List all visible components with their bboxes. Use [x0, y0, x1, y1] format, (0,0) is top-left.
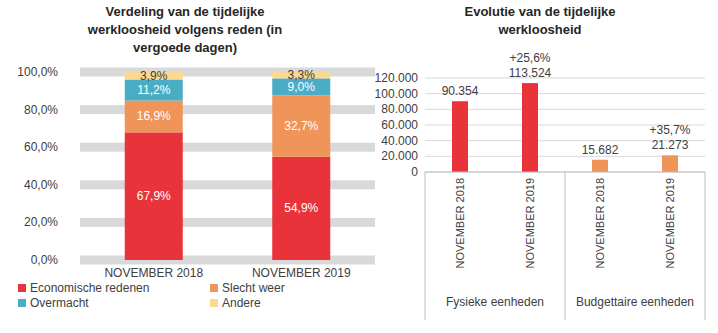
data-label: 67,9%: [137, 189, 171, 203]
data-label: 15.682: [582, 143, 619, 157]
x-tick-label: NOVEMBER 2019: [252, 266, 351, 280]
y-tick-label: 20,0%: [24, 215, 58, 229]
legend-marker: [18, 299, 26, 307]
grid-band: [80, 143, 375, 152]
bar: [662, 155, 678, 172]
grid-band: [80, 68, 375, 77]
data-label: 32,7%: [284, 119, 318, 133]
bars: [125, 72, 331, 260]
x-tick-label: NOVEMBER 2018: [594, 178, 606, 268]
y-tick-label: 60.000: [381, 118, 418, 132]
group-label: Fysieke eenheden: [446, 295, 544, 309]
legend-label: Slecht weer: [222, 281, 285, 295]
group-label: Budgettaire eenheden: [576, 295, 694, 309]
y-tick-label: 20.000: [381, 149, 418, 163]
y-tick-label: 60,0%: [24, 140, 58, 154]
grid-line: [425, 78, 705, 79]
bar: [452, 101, 468, 172]
title-line: werkloosheid: [497, 22, 581, 37]
y-tick-label: 100.000: [375, 87, 419, 101]
grid-band: [80, 256, 375, 265]
legend-marker: [210, 284, 218, 292]
chart-title: Verdeling van de tijdelijke werkloosheid …: [87, 4, 282, 55]
y-tick-label: 0,0%: [31, 253, 59, 267]
y-tick-label: 80.000: [381, 102, 418, 116]
y-tick-label: 120.000: [375, 71, 419, 85]
x-tick-label: NOVEMBER 2018: [454, 178, 466, 268]
group-separator: [705, 172, 706, 320]
legend-marker: [210, 299, 218, 307]
bar: [522, 83, 538, 172]
bar-segment: [272, 95, 330, 156]
data-label: 90.354: [442, 84, 479, 98]
title-line: werkloosheid volgens reden (in: [87, 22, 282, 37]
x-tick-label: NOVEMBER 2019: [524, 178, 536, 268]
bar-segment: [125, 101, 183, 133]
grid-band: [80, 218, 375, 227]
chart-canvas: Verdeling van de tijdelijke werkloosheid …: [0, 0, 718, 333]
annotation: +25,6%: [509, 51, 550, 65]
y-tick-label: 40,0%: [24, 178, 58, 192]
data-label: 21.273: [652, 138, 689, 152]
title-line: Verdeling van de tijdelijke: [106, 4, 265, 19]
legend-label: Economische redenen: [30, 281, 149, 295]
data-label: 54,9%: [284, 201, 318, 215]
bars: [452, 83, 678, 172]
data-label: 16,9%: [137, 109, 171, 123]
data-label: 3,9%: [140, 69, 168, 83]
grid-band: [80, 180, 375, 189]
data-label: 113.524: [509, 66, 552, 80]
x-tick-label: NOVEMBER 2019: [664, 178, 676, 268]
title-line: vergoede dagen): [133, 40, 237, 55]
bar: [592, 160, 608, 172]
y-tick-label: 100,0%: [17, 65, 58, 79]
y-tick-label: 80,0%: [24, 103, 58, 117]
legend-marker: [18, 284, 26, 292]
data-label: 11,2%: [137, 83, 170, 97]
data-label: 3,3%: [288, 68, 316, 82]
group-separator: [425, 172, 426, 320]
bar-segment: [272, 157, 330, 260]
y-tick-label: 0: [411, 165, 418, 179]
chart-title: Evolutie van de tijdelijke werkloosheid: [465, 4, 616, 37]
y-tick-label: 40.000: [381, 134, 418, 148]
title-line: Evolutie van de tijdelijke: [465, 4, 616, 19]
bar-segment: [125, 132, 183, 260]
grid-band: [80, 105, 375, 114]
legend-label: Andere: [222, 296, 261, 310]
group-separator: [565, 172, 566, 320]
annotation: +35,7%: [649, 123, 690, 137]
x-tick-label: NOVEMBER 2018: [104, 266, 203, 280]
legend-label: Overmacht: [30, 296, 89, 310]
